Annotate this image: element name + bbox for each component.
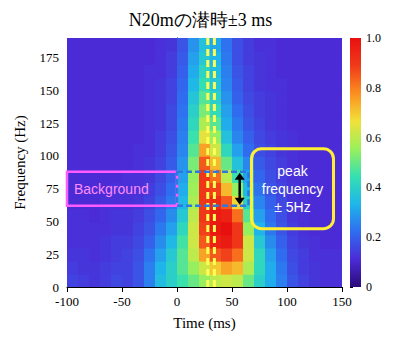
svg-text:50: 50 [46, 214, 59, 229]
svg-text:75: 75 [46, 181, 59, 196]
svg-text:-100: -100 [55, 294, 79, 309]
svg-text:frequency: frequency [262, 181, 323, 197]
svg-text:-50: -50 [113, 294, 130, 309]
svg-text:150: 150 [332, 294, 352, 309]
svg-text:0: 0 [366, 280, 372, 294]
svg-text:25: 25 [46, 247, 59, 262]
svg-text:N20mの潜時±3 ms: N20mの潜時±3 ms [129, 10, 272, 30]
svg-text:± 5Hz: ± 5Hz [274, 199, 310, 215]
svg-text:1.0: 1.0 [366, 31, 381, 45]
svg-text:50: 50 [226, 294, 239, 309]
svg-text:peak: peak [277, 163, 308, 179]
svg-text:0.6: 0.6 [366, 131, 381, 145]
svg-text:100: 100 [40, 148, 60, 163]
svg-text:175: 175 [40, 50, 60, 65]
svg-text:Time (ms): Time (ms) [173, 315, 235, 332]
svg-text:0.2: 0.2 [366, 230, 381, 244]
svg-text:0.4: 0.4 [366, 180, 381, 194]
svg-text:Frequency (Hz): Frequency (Hz) [12, 115, 29, 210]
svg-text:100: 100 [277, 294, 297, 309]
svg-text:0: 0 [53, 280, 60, 295]
svg-text:125: 125 [40, 116, 60, 131]
svg-text:Background: Background [74, 181, 149, 197]
svg-text:150: 150 [40, 83, 60, 98]
svg-text:0: 0 [174, 294, 181, 309]
svg-text:0.8: 0.8 [366, 81, 381, 95]
